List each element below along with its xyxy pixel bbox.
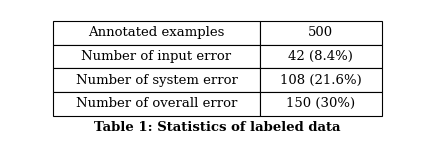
Text: Table 1: Statistics of labeled data: Table 1: Statistics of labeled data [94, 121, 340, 134]
